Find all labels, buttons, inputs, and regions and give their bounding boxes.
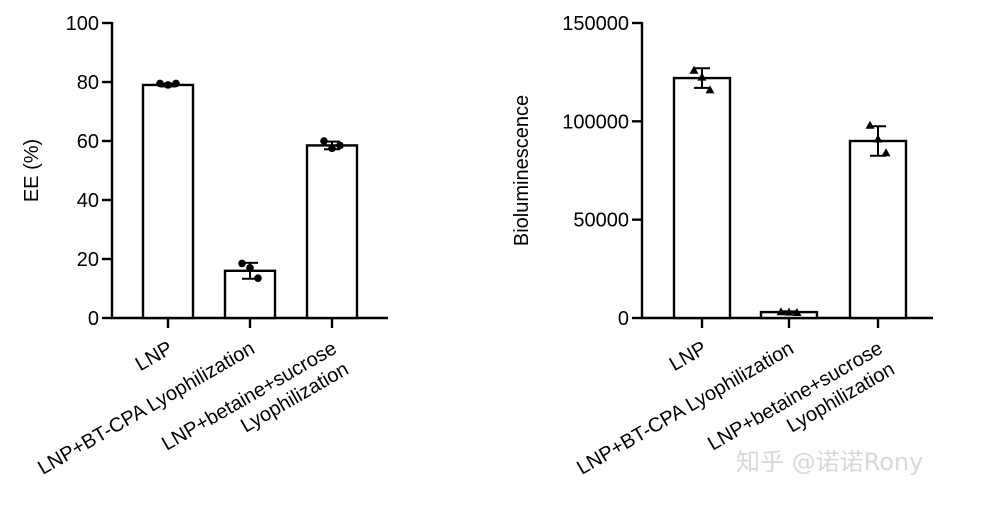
x-category-label-line: LNP [132, 337, 177, 376]
data-point [336, 141, 344, 150]
bioluminescence-chart: 050000100000150000BioluminescenceLNPLNP+… [511, 13, 933, 479]
x-category-label: LNP [666, 337, 711, 376]
y-tick-label: 0 [88, 308, 99, 330]
watermark-text: 知乎 @诺诺Rony [736, 448, 923, 476]
data-point [776, 307, 786, 316]
y-tick-label: 150000 [562, 13, 629, 35]
y-tick-label: 60 [77, 131, 99, 153]
data-point [156, 79, 164, 88]
data-point [697, 72, 707, 81]
data-point [784, 307, 794, 316]
bar [141, 83, 195, 320]
data-point [689, 65, 699, 74]
y-tick-label: 40 [77, 190, 99, 212]
bar [848, 139, 908, 320]
data-point [881, 148, 891, 157]
data-point [705, 85, 715, 94]
data-point [164, 81, 172, 89]
y-tick-label: 20 [77, 249, 99, 271]
y-tick-label: 100 [66, 13, 99, 35]
data-point [865, 120, 875, 129]
y-axis-title: EE (%) [21, 139, 43, 202]
bar [672, 76, 732, 320]
bar [305, 144, 359, 320]
data-point [792, 307, 802, 316]
data-point [873, 134, 883, 143]
data-point [246, 264, 254, 272]
y-tick-label: 100000 [562, 111, 629, 133]
y-tick-label: 50000 [573, 210, 629, 232]
data-point [320, 137, 328, 145]
data-point [254, 274, 262, 282]
x-category-label: LNP [132, 337, 177, 376]
y-axis-title: Bioluminescence [511, 95, 533, 246]
data-point [328, 144, 336, 153]
x-category-label-line: LNP [666, 337, 711, 376]
y-tick-label: 0 [618, 308, 629, 330]
y-tick-label: 80 [77, 72, 99, 94]
data-point [172, 79, 180, 88]
data-point [238, 259, 246, 268]
